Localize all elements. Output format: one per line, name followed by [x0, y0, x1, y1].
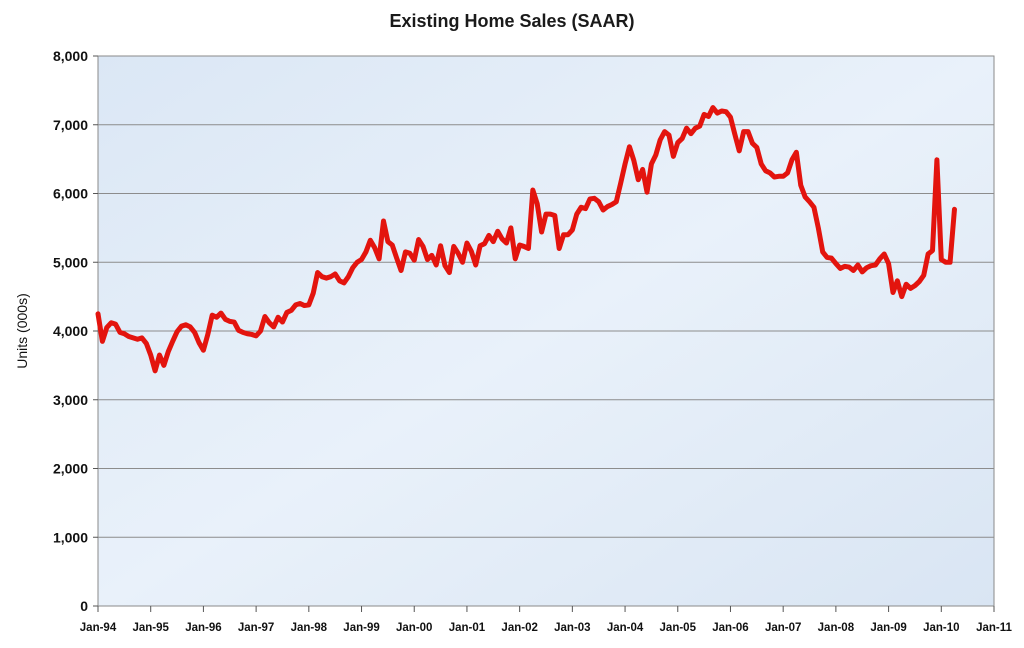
x-tick-label: Jan-11: [976, 622, 1012, 634]
x-tick-label: Jan-96: [185, 622, 221, 634]
x-tick-label: Jan-02: [501, 622, 537, 634]
x-tick-label: Jan-94: [80, 622, 117, 634]
y-axis-tick-labels: 0 1,000 2,000 3,000 4,000 5,000 6,000 7,000 8,00…: [53, 48, 98, 614]
y-tick-label: 5,000: [53, 254, 88, 270]
chart-title: Existing Home Sales (SAAR): [389, 11, 634, 31]
x-tick-label: Jan-00: [396, 622, 432, 634]
y-tick-label: 1,000: [53, 529, 88, 545]
x-tick-label: Jan-08: [818, 622, 855, 634]
x-tick-label: Jan-99: [343, 622, 379, 634]
x-tick-label: Jan-95: [132, 622, 169, 634]
x-tick-label: Jan-01: [449, 622, 486, 634]
x-tick-label: Jan-03: [554, 622, 590, 634]
x-tick-label: Jan-05: [660, 622, 697, 634]
y-tick-label: 2,000: [53, 461, 88, 477]
y-tick-label: 0: [80, 598, 88, 614]
y-tick-label: 7,000: [53, 117, 88, 133]
x-tick-label: Jan-07: [765, 622, 801, 634]
x-tick-label: Jan-06: [712, 622, 748, 634]
x-tick-label: Jan-09: [870, 622, 906, 634]
x-tick-label: Jan-98: [291, 622, 328, 634]
y-tick-label: 3,000: [53, 392, 88, 408]
y-tick-label: 6,000: [53, 186, 88, 202]
x-axis: Jan-94 Jan-95 Jan-96 Jan-97 Jan-98 Jan-99 Jan-…: [80, 606, 1013, 634]
y-tick-label: 4,000: [53, 323, 88, 339]
series-line: [95, 105, 957, 374]
y-axis-label: Units (000s): [14, 293, 30, 368]
x-tick-label: Jan-10: [923, 622, 959, 634]
x-tick-label: Jan-04: [607, 622, 644, 634]
gridlines: [98, 124, 994, 538]
y-tick-label: 8,000: [53, 48, 88, 64]
x-tick-label: Jan-97: [238, 622, 274, 634]
